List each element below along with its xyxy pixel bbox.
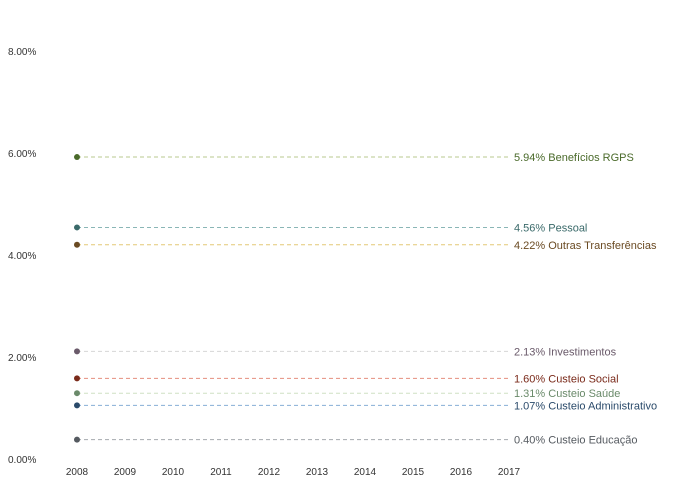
- y-tick-label: 6.00%: [8, 149, 36, 160]
- data-point[interactable]: [74, 154, 80, 161]
- series-label: 2.13% Investimentos: [514, 346, 617, 358]
- series-investimentos: 2.13% Investimentos: [74, 346, 617, 358]
- series-pessoal: 4.56% Pessoal: [74, 222, 587, 234]
- data-point[interactable]: [74, 241, 80, 248]
- series-outras-transfer-ncias: 4.22% Outras Transferências: [74, 240, 657, 252]
- series-label: 1.60% Custeio Social: [514, 373, 619, 385]
- data-point[interactable]: [74, 436, 80, 443]
- y-tick-label: 4.00%: [8, 251, 36, 262]
- x-tick-label: 2010: [162, 467, 185, 478]
- y-tick-label: 8.00%: [8, 47, 36, 58]
- x-tick-label: 2016: [450, 467, 473, 478]
- y-tick-label: 2.00%: [8, 353, 36, 364]
- x-tick-label: 2009: [114, 467, 137, 478]
- x-tick-label: 2008: [66, 467, 89, 478]
- series-custeio-administrativo: 1.07% Custeio Administrativo: [74, 400, 657, 412]
- x-tick-label: 2011: [210, 467, 232, 478]
- x-tick-label: 2012: [258, 467, 281, 478]
- x-tick-label: 2014: [354, 467, 377, 478]
- data-point[interactable]: [74, 390, 80, 397]
- series-label: 1.31% Custeio Saúde: [514, 388, 620, 400]
- y-tick-label: 0.00%: [8, 455, 36, 466]
- x-tick-label: 2013: [306, 467, 329, 478]
- series-label: 0.40% Custeio Educação: [514, 435, 638, 447]
- series-custeio-social: 1.60% Custeio Social: [74, 373, 619, 385]
- series-label: 5.94% Benefícios RGPS: [514, 152, 634, 164]
- series-custeio-educa-o: 0.40% Custeio Educação: [74, 435, 638, 447]
- x-tick-label: 2015: [402, 467, 425, 478]
- series-label: 4.56% Pessoal: [514, 222, 587, 234]
- data-point[interactable]: [74, 224, 80, 231]
- x-tick-label: 2017: [498, 467, 521, 478]
- data-point[interactable]: [74, 402, 80, 409]
- series-custeio-sa-de: 1.31% Custeio Saúde: [74, 388, 620, 400]
- series-benef-cios-rgps: 5.94% Benefícios RGPS: [74, 152, 634, 164]
- data-point[interactable]: [74, 375, 80, 382]
- series-label: 4.22% Outras Transferências: [514, 240, 657, 252]
- series-layer: 5.94% Benefícios RGPS 4.56% Pessoal 4.22% …: [74, 152, 657, 447]
- x-axis: 2008 2009 2010 2011 2012 2013 2014 2015 2016 2017: [66, 467, 521, 478]
- y-axis: 0.00% 2.00% 4.00% 6.00% 8.00%: [8, 47, 36, 466]
- data-point[interactable]: [74, 348, 80, 355]
- series-label: 1.07% Custeio Administrativo: [514, 400, 657, 412]
